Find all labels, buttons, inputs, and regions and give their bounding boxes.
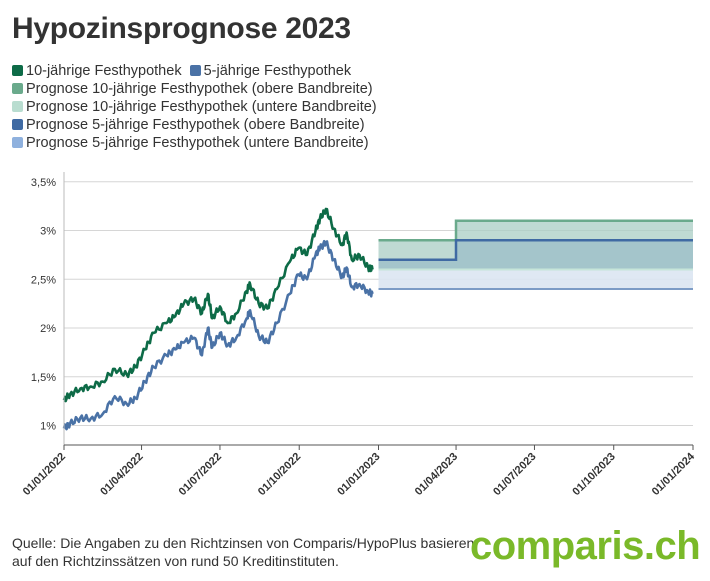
x-tick-label: 01/10/2022 (256, 451, 303, 498)
source-note: Quelle: Die Angaben zu den Richtzinsen v… (12, 535, 475, 569)
series-5y-line (62, 239, 374, 431)
legend-item-10y-lower: Prognose 10-jährige Festhypothek (untere… (12, 98, 377, 116)
legend-item-5y-lower: Prognose 5-jährige Festhypothek (untere … (12, 134, 369, 152)
legend-swatch-5y (189, 65, 201, 76)
page-title: Hypozinsprognose 2023 (12, 12, 351, 45)
x-tick-label: 01/01/2023 (335, 451, 382, 498)
chart-legend: 10-jährige Festhypothek 5-jährige Festhyp… (12, 62, 632, 152)
line-chart: 1% 1,5% 2% 2,5% 3% 3,5% 01/01/2022 01/04/2022 01… (21, 172, 698, 498)
y-tick-label: 1% (40, 421, 56, 433)
y-tick-label: 2,5% (31, 274, 56, 286)
legend-label-5y: 5-jährige Festhypothek (203, 63, 352, 79)
forecast-5y-upper-line (378, 239, 693, 261)
legend-item-5y: 5-jährige Festhypothek (189, 62, 352, 80)
legend-swatch-10y-lower (12, 101, 23, 112)
legend-item-5y-upper: Prognose 5-jährige Festhypothek (obere B… (12, 116, 365, 134)
x-tick-label: 01/04/2022 (98, 451, 145, 498)
legend-item-10y-upper: Prognose 10-jährige Festhypothek (obere … (12, 80, 373, 98)
x-tick-label: 01/04/2023 (413, 451, 460, 498)
forecast-bands (378, 220, 693, 289)
legend-swatch-10y-upper (12, 83, 23, 94)
legend-label-10y-upper: Prognose 10-jährige Festhypothek (obere … (26, 81, 373, 97)
x-tick-label: 01/01/2024 (650, 450, 698, 498)
x-tick-label: 01/07/2022 (177, 451, 224, 498)
legend-swatch-10y (12, 65, 23, 76)
legend-label-5y-upper: Prognose 5-jährige Festhypothek (obere B… (26, 117, 365, 133)
legend-swatch-5y-upper (12, 119, 23, 130)
x-tick-label: 01/10/2023 (570, 451, 617, 498)
legend-label-10y: 10-jährige Festhypothek (26, 63, 182, 79)
y-tick-label: 1,5% (31, 372, 56, 384)
legend-label-10y-lower: Prognose 10-jährige Festhypothek (untere… (26, 99, 377, 115)
forecast-10y-upper-line (378, 219, 693, 242)
legend-swatch-5y-lower (12, 137, 23, 148)
y-tick-label: 2% (40, 323, 56, 335)
y-tick-label: 3% (40, 226, 56, 238)
x-tick-label: 01/01/2022 (21, 451, 68, 498)
y-tick-label: 3,5% (31, 177, 56, 189)
chart-grid (64, 181, 693, 426)
comparis-logo[interactable]: comparis.ch (470, 524, 701, 568)
legend-label-5y-lower: Prognose 5-jährige Festhypothek (untere … (26, 135, 369, 151)
series-10y-line (62, 207, 374, 403)
chart-lines (62, 207, 693, 431)
legend-item-10y: 10-jährige Festhypothek (12, 62, 182, 80)
x-tick-label: 01/07/2023 (491, 451, 538, 498)
